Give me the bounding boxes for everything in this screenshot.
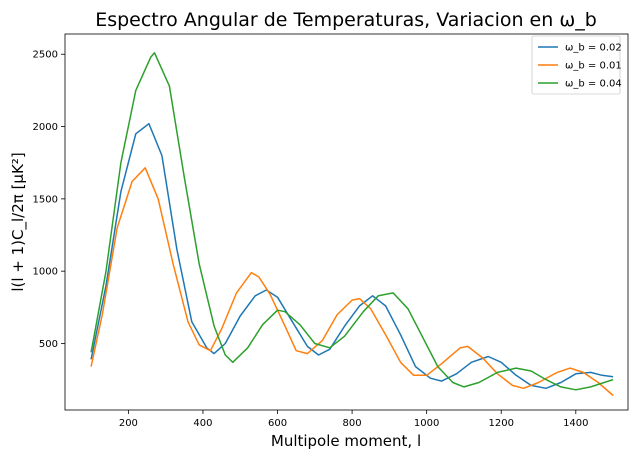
- x-tick-label: 200: [119, 418, 138, 429]
- y-tick-label: 1500: [33, 194, 58, 205]
- series-line-0: [90, 122, 614, 390]
- chart-title: Espectro Angular de Temperaturas, Variac…: [95, 9, 597, 31]
- y-tick-label: 2000: [33, 122, 58, 133]
- legend-label-0: ω_b = 0.02: [565, 43, 622, 54]
- plot-frame: [64, 33, 629, 411]
- legend-label-2: ω_b = 0.04: [565, 79, 622, 90]
- y-axis-label: l(l + 1)C_l/2π [μK²]: [9, 152, 28, 291]
- y-tick-label: 500: [39, 339, 58, 350]
- y-tick-label: 2500: [33, 50, 58, 61]
- x-axis-label: Multipole moment, l: [271, 432, 421, 450]
- plot-area: 200 400 600 800 1000 1200 1400 500 1000 1500 2000 2…: [33, 33, 629, 429]
- series-line-1: [90, 167, 614, 397]
- x-tick-label: 600: [268, 418, 287, 429]
- series-line-2: [90, 52, 614, 391]
- x-tick-label: 1400: [563, 418, 588, 429]
- y-tick-label: 1000: [33, 267, 58, 278]
- x-tick-label: 1200: [489, 418, 514, 429]
- legend: ω_b = 0.02 ω_b = 0.01 ω_b = 0.04: [531, 35, 622, 95]
- legend-box: [531, 35, 621, 95]
- legend-label-1: ω_b = 0.01: [565, 61, 622, 72]
- x-tick-label: 1000: [414, 418, 439, 429]
- x-tick-label: 800: [343, 418, 362, 429]
- x-tick-label: 400: [193, 418, 212, 429]
